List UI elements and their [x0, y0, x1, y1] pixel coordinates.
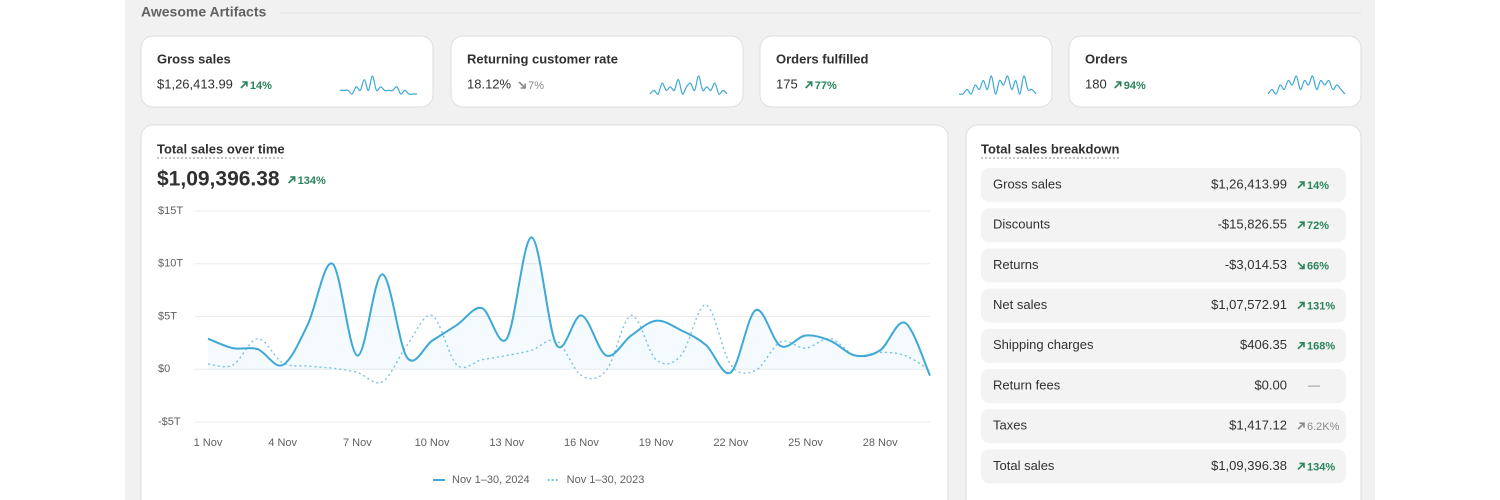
- chart-change: 134%: [298, 175, 326, 187]
- row-value: -$3,014.53: [1225, 257, 1287, 272]
- sparkline: [958, 75, 1037, 95]
- trend-arrow: [1297, 342, 1305, 350]
- kpi-change: 14%: [250, 80, 272, 92]
- kpi-value: 180: [1085, 76, 1107, 91]
- trend-arrow: [1114, 81, 1122, 89]
- x-tick-label: 10 Nov: [415, 437, 450, 449]
- kpi-card: [450, 35, 744, 108]
- y-tick-label: $15T: [158, 205, 183, 217]
- row-label: Gross sales: [993, 176, 1062, 191]
- row-value: $406.35: [1240, 337, 1287, 352]
- kpi-label: Gross sales: [157, 51, 231, 66]
- breakdown-row: [981, 449, 1346, 484]
- x-tick-label: 7 Nov: [343, 437, 372, 449]
- kpi-label: Orders fulfilled: [776, 51, 869, 66]
- x-tick-label: 25 Nov: [788, 437, 823, 449]
- kpi-card: [140, 35, 434, 108]
- series-line: [207, 236, 931, 377]
- kpi-label: Returning customer rate: [467, 51, 618, 66]
- row-change: 72%: [1307, 220, 1329, 232]
- sparkline: [1267, 75, 1346, 95]
- row-change: 134%: [1307, 461, 1335, 473]
- row-label: Net sales: [993, 297, 1048, 312]
- row-label: Total sales: [993, 458, 1055, 473]
- row-label: Shipping charges: [993, 337, 1094, 352]
- x-tick-label: 1 Nov: [194, 437, 223, 449]
- row-change: 131%: [1307, 301, 1335, 313]
- kpi-card: [1068, 35, 1362, 108]
- trend-arrow: [288, 176, 296, 184]
- chart-total: $1,09,396.38: [157, 168, 280, 191]
- row-value: $1,07,572.91: [1211, 297, 1287, 312]
- y-tick-label: -$5T: [158, 416, 181, 428]
- row-change: 168%: [1307, 341, 1335, 353]
- sparkline: [649, 75, 728, 95]
- breakdown-row: [981, 168, 1346, 202]
- kpi-label: Orders: [1085, 51, 1128, 66]
- kpi-change: 77%: [815, 80, 837, 92]
- trend-arrow: [1297, 462, 1305, 470]
- x-tick-label: 28 Nov: [863, 437, 898, 449]
- kpi-change: 94%: [1124, 80, 1146, 92]
- row-change: —: [1308, 378, 1320, 392]
- row-label: Discounts: [993, 217, 1051, 232]
- kpi-card: [759, 35, 1053, 108]
- trend-arrow: [805, 81, 813, 89]
- section-title: Awesome Artifacts: [141, 4, 266, 20]
- kpi-value: $1,26,413.99: [157, 76, 233, 91]
- breakdown-row: [981, 328, 1346, 363]
- kpi-value: 175: [776, 76, 798, 91]
- x-tick-label: 22 Nov: [713, 437, 748, 449]
- breakdown-row: [981, 288, 1346, 323]
- series-area: [208, 237, 930, 376]
- x-tick-label: 19 Nov: [639, 437, 674, 449]
- row-change: 6.2K%: [1307, 421, 1340, 433]
- row-value: $1,417.12: [1229, 418, 1287, 433]
- breakdown-row: [981, 248, 1346, 283]
- x-tick-label: 4 Nov: [268, 437, 297, 449]
- trend-arrow: [1297, 301, 1305, 310]
- row-label: Returns: [993, 257, 1039, 272]
- y-tick-label: $10T: [158, 258, 183, 270]
- breakdown-row: [981, 369, 1346, 403]
- row-value: -$15,826.55: [1218, 217, 1287, 232]
- legend-label: Nov 1–30, 2024: [452, 474, 530, 486]
- trend-arrow: [1297, 422, 1305, 430]
- kpi-change: 7%: [528, 80, 544, 92]
- row-change: 66%: [1307, 260, 1329, 272]
- breakdown-row: [981, 208, 1346, 243]
- row-label: Return fees: [993, 377, 1061, 392]
- y-tick-label: $5T: [158, 310, 177, 322]
- kpi-value: 18.12%: [467, 76, 512, 91]
- x-tick-label: 13 Nov: [489, 437, 524, 449]
- row-change: 14%: [1307, 180, 1329, 192]
- sparkline: [340, 75, 417, 95]
- trend-arrow: [1297, 221, 1305, 229]
- breakdown-row: [981, 409, 1346, 444]
- row-label: Taxes: [993, 418, 1027, 433]
- trend-arrow: [518, 81, 526, 89]
- chart-title: Total sales over time: [157, 141, 285, 156]
- legend-label: Nov 1–30, 2023: [567, 474, 645, 486]
- row-value: $1,26,413.99: [1211, 176, 1287, 191]
- row-value: $1,09,396.38: [1211, 458, 1287, 473]
- breakdown-title: Total sales breakdown: [981, 141, 1120, 156]
- trend-arrow: [1297, 261, 1305, 270]
- trend-arrow: [240, 81, 248, 89]
- row-value: $0.00: [1254, 377, 1287, 392]
- trend-arrow: [1297, 181, 1305, 189]
- chart-card: [140, 124, 949, 500]
- x-tick-label: 16 Nov: [564, 437, 599, 449]
- y-tick-label: $0: [158, 363, 170, 375]
